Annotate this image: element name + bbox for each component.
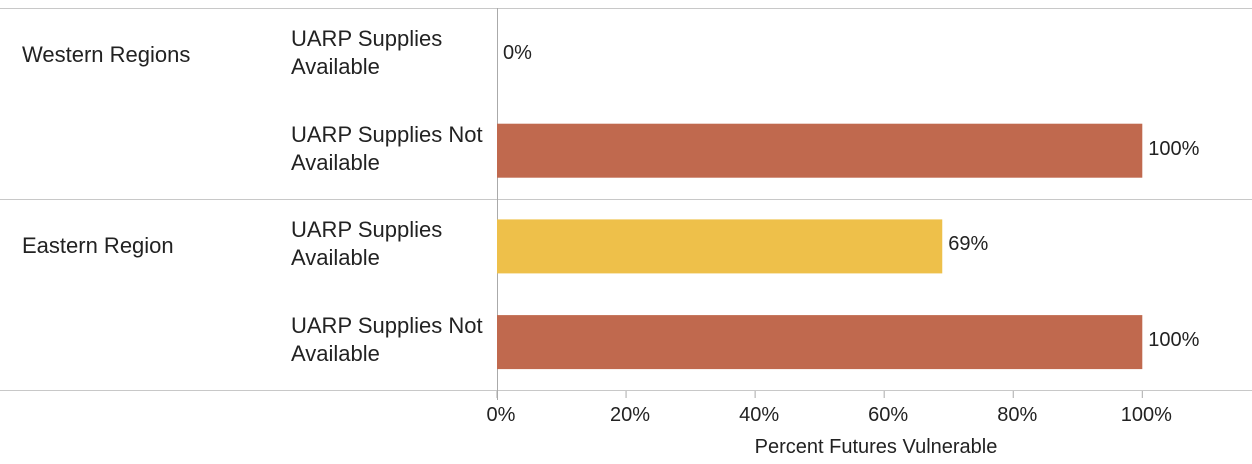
x-tick-label: 0% <box>486 404 516 426</box>
category-label: UARP Supplies Available <box>291 26 443 79</box>
x-tick-label: 60% <box>868 404 909 426</box>
x-tick-label: 100% <box>1120 404 1172 426</box>
category-label: UARP Supplies Available <box>291 217 443 271</box>
bar <box>497 315 1143 370</box>
group-label: Eastern Region <box>22 233 174 258</box>
bar <box>497 219 943 274</box>
value-label: 0% <box>503 42 532 64</box>
category-label: UARP Supplies Not Available <box>291 313 483 367</box>
value-label: 69% <box>948 233 989 256</box>
bar <box>497 123 1143 178</box>
x-tick-label: 80% <box>997 404 1038 426</box>
value-label: 100% <box>1148 137 1200 160</box>
x-tick-label: 40% <box>739 404 780 426</box>
group-label: Western Regions <box>22 42 191 67</box>
category-label: UARP Supplies Not Available <box>291 121 483 175</box>
x-tick-label: 20% <box>610 404 651 426</box>
value-label: 100% <box>1148 329 1200 352</box>
x-axis-title: Percent Futures Vulnerable <box>754 436 998 458</box>
